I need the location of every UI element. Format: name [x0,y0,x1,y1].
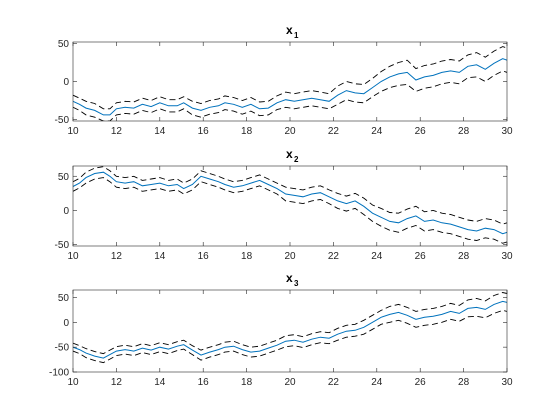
axes-box [72,289,508,373]
x-tick-label: 14 [154,251,166,262]
mean-line [73,171,507,235]
y-tick-label: -100 [49,368,69,379]
y-tick-label: 0 [63,206,69,217]
x-tick-label: 24 [371,377,383,388]
x-tick-label: 30 [501,126,513,137]
x-tick-label: 10 [67,126,79,137]
lower-bound-line [73,177,507,244]
upper-bound-line [73,292,507,355]
x-tick-label: 26 [415,251,427,262]
x-tick-label: 22 [328,377,340,388]
x-tick-label: 26 [415,377,427,388]
x-tick-label: 14 [154,126,166,137]
lower-bound-line [73,70,507,121]
axes-box [72,165,508,247]
y-tick-label: 50 [58,39,70,50]
x-tick-label: 20 [284,126,296,137]
x-tick-label: 26 [415,126,427,137]
x-tick-label: 10 [67,251,79,262]
y-tick-label: 0 [63,77,69,88]
x-tick-label: 18 [241,251,253,262]
y-tick-label: -50 [55,115,70,126]
plot-area [73,166,507,244]
y-tick-label: 0 [63,318,69,329]
panel-title-subscript: 1 [294,31,299,40]
x-tick-label: 12 [111,377,123,388]
panel-x3: 10 12 14 16 18 20 22 24 26 28 30 -100 -50 0 50 x 3 [49,271,513,388]
x-tick-label: 18 [241,377,253,388]
x-tick-label: 30 [501,251,513,262]
lower-bound-line [73,309,507,364]
plot-area [73,46,507,121]
panel-x2: 10 12 14 16 18 20 22 24 26 28 30 -50 0 50 x 2 [55,147,513,262]
x-tick-label: 28 [458,126,470,137]
axes-box [72,41,508,122]
x-tick-label: 20 [284,377,296,388]
x-tick-label: 22 [328,251,340,262]
y-tick-label: 50 [58,293,70,304]
plot-area [73,292,507,364]
x-tick-label: 30 [501,377,513,388]
upper-bound-line [73,46,507,110]
x-tick-label: 28 [458,377,470,388]
x-tick-label: 24 [371,126,383,137]
x-tick-label: 28 [458,251,470,262]
panel-title-subscript: 2 [294,155,299,164]
y-tick-label: -50 [55,343,70,354]
panel-title: x [286,23,293,37]
x-tick-label: 16 [198,251,210,262]
x-tick-label: 24 [371,251,383,262]
mean-line [73,300,507,359]
x-tick-label: 18 [241,126,253,137]
mean-line [73,58,507,116]
x-tick-label: 10 [67,377,79,388]
x-tick-label: 20 [284,251,296,262]
panel-title-subscript: 3 [294,279,299,288]
x-tick-label: 16 [198,126,210,137]
upper-bound-line [73,166,507,225]
x-tick-label: 22 [328,126,340,137]
y-tick-label: 50 [58,172,70,183]
x-tick-label: 12 [111,251,123,262]
x-tick-label: 14 [154,377,166,388]
x-tick-label: 16 [198,377,210,388]
panel-x1: 10 12 14 16 18 20 22 24 26 28 30 -50 0 50 x 1 [55,23,513,137]
panel-title: x [286,271,293,285]
x-tick-label: 12 [111,126,123,137]
y-tick-label: -50 [55,240,70,251]
panel-title: x [286,147,293,161]
